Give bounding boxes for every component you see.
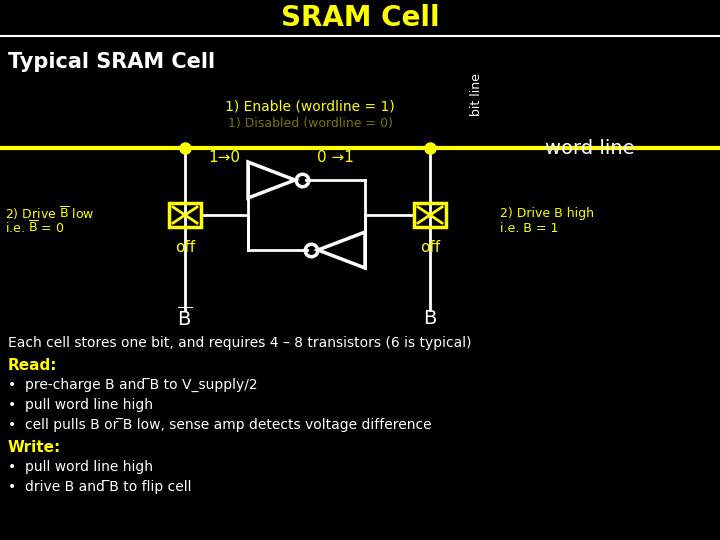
Text: Write:: Write:	[8, 440, 61, 455]
Text: 1) Disabled (wordline = 0): 1) Disabled (wordline = 0)	[228, 117, 392, 130]
Text: 2) Drive $\overline{\rm B}$ low: 2) Drive $\overline{\rm B}$ low	[5, 205, 94, 221]
Text: Typical SRAM Cell: Typical SRAM Cell	[8, 52, 215, 72]
Text: off: off	[420, 240, 440, 254]
Text: •  cell pulls B or ̅B low, sense amp detects voltage difference: • cell pulls B or ̅B low, sense amp dete…	[8, 418, 431, 432]
Text: •  pull word line high: • pull word line high	[8, 460, 153, 474]
Bar	[169, 203, 201, 227]
Text: 0 →1: 0 →1	[317, 151, 354, 165]
Text: Read:: Read:	[8, 358, 58, 373]
Text: •  pull word line high: • pull word line high	[8, 398, 153, 412]
Text: SRAM Cell: SRAM Cell	[281, 4, 439, 32]
Text: i.e. $\overline{\rm B}$ = 0: i.e. $\overline{\rm B}$ = 0	[5, 220, 64, 236]
Text: word line: word line	[545, 139, 634, 159]
Text: 1→0: 1→0	[208, 151, 240, 165]
Text: •  drive B and ̅B to flip cell: • drive B and ̅B to flip cell	[8, 480, 192, 494]
Text: off: off	[175, 240, 195, 254]
Bar	[414, 203, 446, 227]
Text: •  pre-charge B and ̅B to V_supply/2: • pre-charge B and ̅B to V_supply/2	[8, 378, 258, 392]
Text: i.e. B = 1: i.e. B = 1	[500, 221, 559, 234]
Text: Each cell stores one bit, and requires 4 – 8 transistors (6 is typical): Each cell stores one bit, and requires 4…	[8, 336, 472, 350]
Text: bit line: bit line	[469, 73, 482, 117]
Text: B: B	[423, 308, 437, 327]
Text: 2) Drive B high: 2) Drive B high	[500, 206, 594, 219]
Text: 1) Enable (wordline = 1): 1) Enable (wordline = 1)	[225, 100, 395, 114]
Text: $\overline{\rm B}$: $\overline{\rm B}$	[177, 306, 193, 330]
